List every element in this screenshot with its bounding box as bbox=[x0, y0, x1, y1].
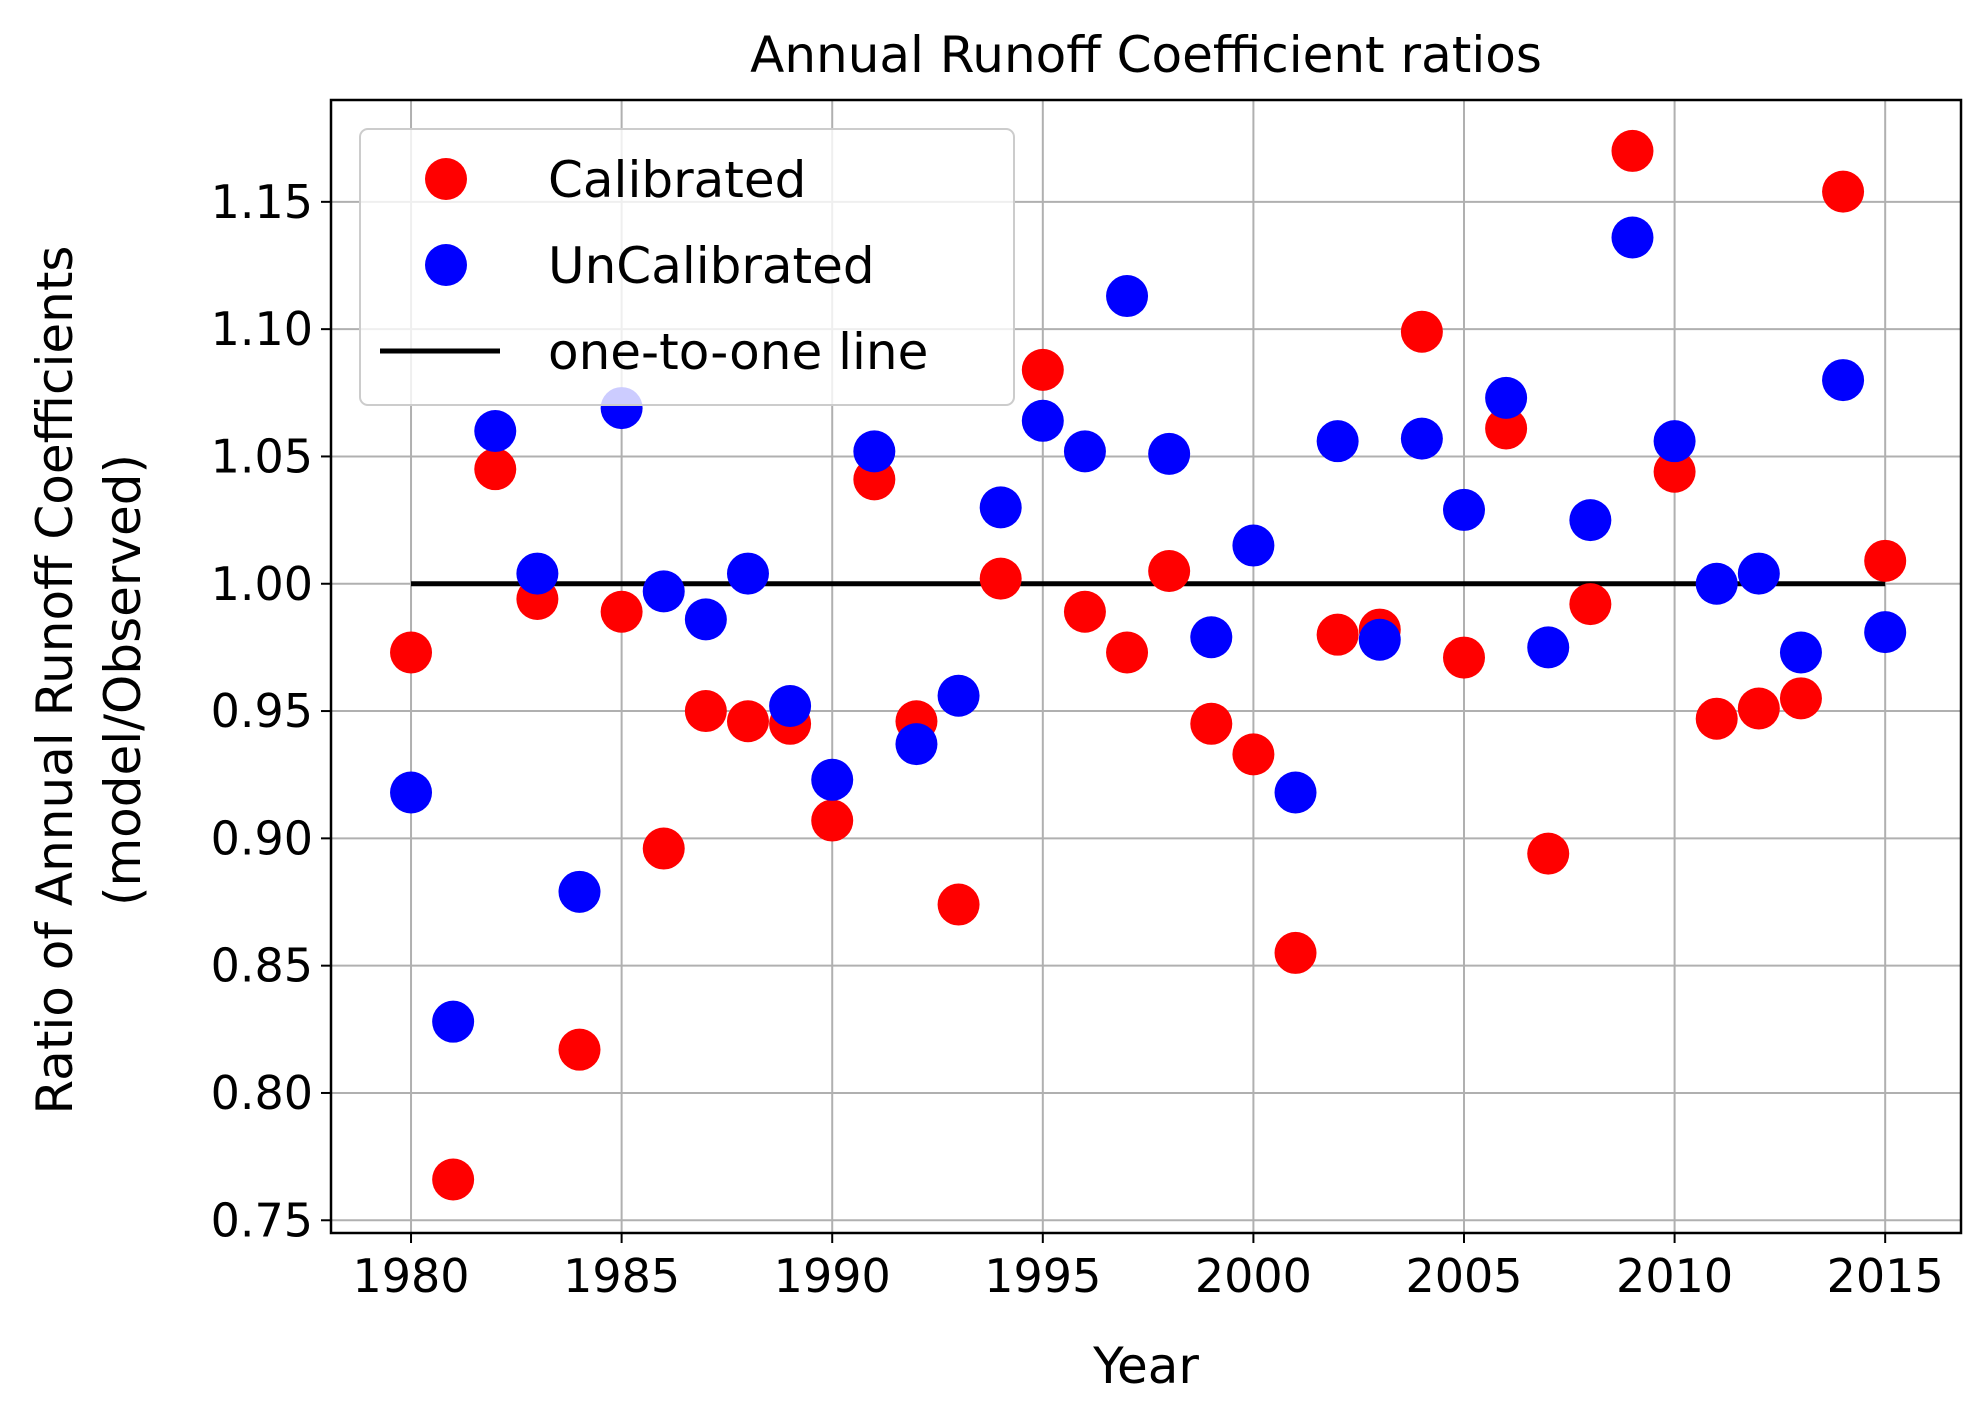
uncalibrated-point bbox=[1190, 616, 1233, 659]
calibrated-point bbox=[1822, 170, 1865, 213]
calibrated-point bbox=[1695, 697, 1738, 740]
uncalibrated-point bbox=[1737, 552, 1780, 595]
legend-box bbox=[359, 128, 1015, 406]
uncalibrated-point bbox=[1274, 771, 1317, 814]
y-tick-label: 1.00 bbox=[211, 557, 313, 611]
uncalibrated-point bbox=[1779, 631, 1822, 674]
y-tick-label: 0.95 bbox=[211, 684, 313, 738]
uncalibrated-point bbox=[1442, 488, 1485, 531]
uncalibrated-point bbox=[642, 570, 685, 613]
calibrated-point bbox=[1021, 348, 1064, 391]
uncalibrated-point bbox=[1232, 524, 1275, 567]
uncalibrated-point bbox=[1527, 626, 1570, 669]
calibrated-point bbox=[1106, 631, 1149, 674]
x-tick-label: 2010 bbox=[1616, 1249, 1733, 1303]
calibrated-point bbox=[1148, 550, 1191, 593]
calibrated-point bbox=[1316, 613, 1359, 656]
calibrated-point bbox=[1864, 539, 1907, 582]
uncalibrated-point bbox=[1485, 376, 1528, 419]
uncalibrated-point bbox=[1358, 618, 1401, 661]
y-axis-label-line1: Ratio of Annual Runoff Coefficients bbox=[26, 246, 84, 1115]
x-tick-label: 2015 bbox=[1827, 1249, 1944, 1303]
uncalibrated-point bbox=[1148, 432, 1191, 475]
uncalibrated-point bbox=[769, 684, 812, 727]
uncalibrated-point bbox=[1611, 216, 1654, 259]
y-tick-label: 0.75 bbox=[211, 1193, 313, 1247]
uncalibrated-point bbox=[474, 409, 517, 452]
calibrated-point bbox=[1063, 590, 1106, 633]
chart-title: Annual Runoff Coefficient ratios bbox=[750, 26, 1542, 84]
legend-label-calibrated: Calibrated bbox=[548, 151, 806, 209]
y-tick-label: 1.10 bbox=[211, 302, 313, 356]
x-tick-label: 2000 bbox=[1195, 1249, 1312, 1303]
uncalibrated-point bbox=[516, 552, 559, 595]
uncalibrated-point bbox=[811, 758, 854, 801]
calibrated-point bbox=[1737, 687, 1780, 730]
calibrated-point bbox=[979, 557, 1022, 600]
calibrated-point bbox=[1653, 450, 1696, 493]
uncalibrated-point bbox=[1106, 275, 1149, 318]
calibrated-point bbox=[642, 827, 685, 870]
uncalibrated-point bbox=[1695, 562, 1738, 605]
calibrated-point bbox=[1569, 583, 1612, 626]
x-tick-label: 1995 bbox=[984, 1249, 1101, 1303]
calibrated-point bbox=[1190, 702, 1233, 745]
y-tick-label: 0.85 bbox=[211, 939, 313, 993]
y-axis-label-line2: (model/Observed) bbox=[94, 454, 152, 906]
calibrated-point bbox=[432, 1158, 475, 1201]
legend-label-one-to-one-line: one-to-one line bbox=[548, 323, 928, 381]
calibrated-point bbox=[937, 883, 980, 926]
calibrated-point bbox=[726, 700, 769, 743]
uncalibrated-point bbox=[390, 771, 433, 814]
uncalibrated-point bbox=[1822, 359, 1865, 402]
x-tick-label: 2005 bbox=[1405, 1249, 1522, 1303]
data-points bbox=[390, 129, 1907, 1201]
uncalibrated-point bbox=[1021, 399, 1064, 442]
calibrated-point bbox=[1779, 677, 1822, 720]
calibrated-point bbox=[1527, 832, 1570, 875]
plot-area-frame bbox=[329, 98, 1963, 1235]
calibrated-point bbox=[600, 590, 643, 633]
x-axis-label: Year bbox=[1092, 1337, 1199, 1395]
uncalibrated-point bbox=[558, 870, 601, 913]
uncalibrated-point bbox=[1569, 499, 1612, 542]
uncalibrated-point bbox=[1400, 417, 1443, 460]
uncalibrated-point bbox=[853, 430, 896, 473]
calibrated-point bbox=[1611, 129, 1654, 172]
uncalibrated-point bbox=[1864, 611, 1907, 654]
legend-marker-calibrated bbox=[425, 158, 467, 200]
calibrated-point bbox=[684, 690, 727, 733]
y-tick-label: 1.15 bbox=[211, 175, 313, 229]
uncalibrated-point bbox=[432, 1000, 475, 1043]
uncalibrated-point bbox=[895, 723, 938, 766]
uncalibrated-point bbox=[1063, 430, 1106, 473]
calibrated-point bbox=[474, 448, 517, 491]
calibrated-point bbox=[1400, 310, 1443, 353]
calibrated-point bbox=[558, 1028, 601, 1071]
legend-marker-uncalibrated bbox=[425, 244, 467, 286]
uncalibrated-point bbox=[1653, 420, 1696, 463]
calibrated-point bbox=[811, 799, 854, 842]
x-axis-ticks: 1980 1985 1990 1995 2000 2005 2010 2015 bbox=[352, 1233, 1944, 1303]
uncalibrated-point bbox=[937, 674, 980, 717]
legend-label-uncalibrated: UnCalibrated bbox=[548, 237, 875, 295]
x-tick-label: 1980 bbox=[352, 1249, 469, 1303]
uncalibrated-point bbox=[684, 598, 727, 641]
calibrated-point bbox=[1485, 407, 1528, 450]
calibrated-point bbox=[1232, 733, 1275, 776]
calibrated-point bbox=[390, 631, 433, 674]
y-axis-ticks: 0.75 0.80 0.85 0.90 0.95 1.00 1.05 1.10 1.15 bbox=[211, 175, 331, 1247]
legend: Calibrated UnCalibrated one-to-one line bbox=[359, 128, 1015, 406]
uncalibrated-point bbox=[726, 552, 769, 595]
uncalibrated-point bbox=[1316, 420, 1359, 463]
y-tick-label: 0.80 bbox=[211, 1066, 313, 1120]
y-tick-label: 1.05 bbox=[211, 429, 313, 483]
uncalibrated-point bbox=[979, 486, 1022, 529]
calibrated-point bbox=[1274, 931, 1317, 974]
x-tick-label: 1990 bbox=[774, 1249, 891, 1303]
y-tick-label: 0.90 bbox=[211, 811, 313, 865]
x-tick-label: 1985 bbox=[563, 1249, 680, 1303]
calibrated-point bbox=[1442, 636, 1485, 679]
